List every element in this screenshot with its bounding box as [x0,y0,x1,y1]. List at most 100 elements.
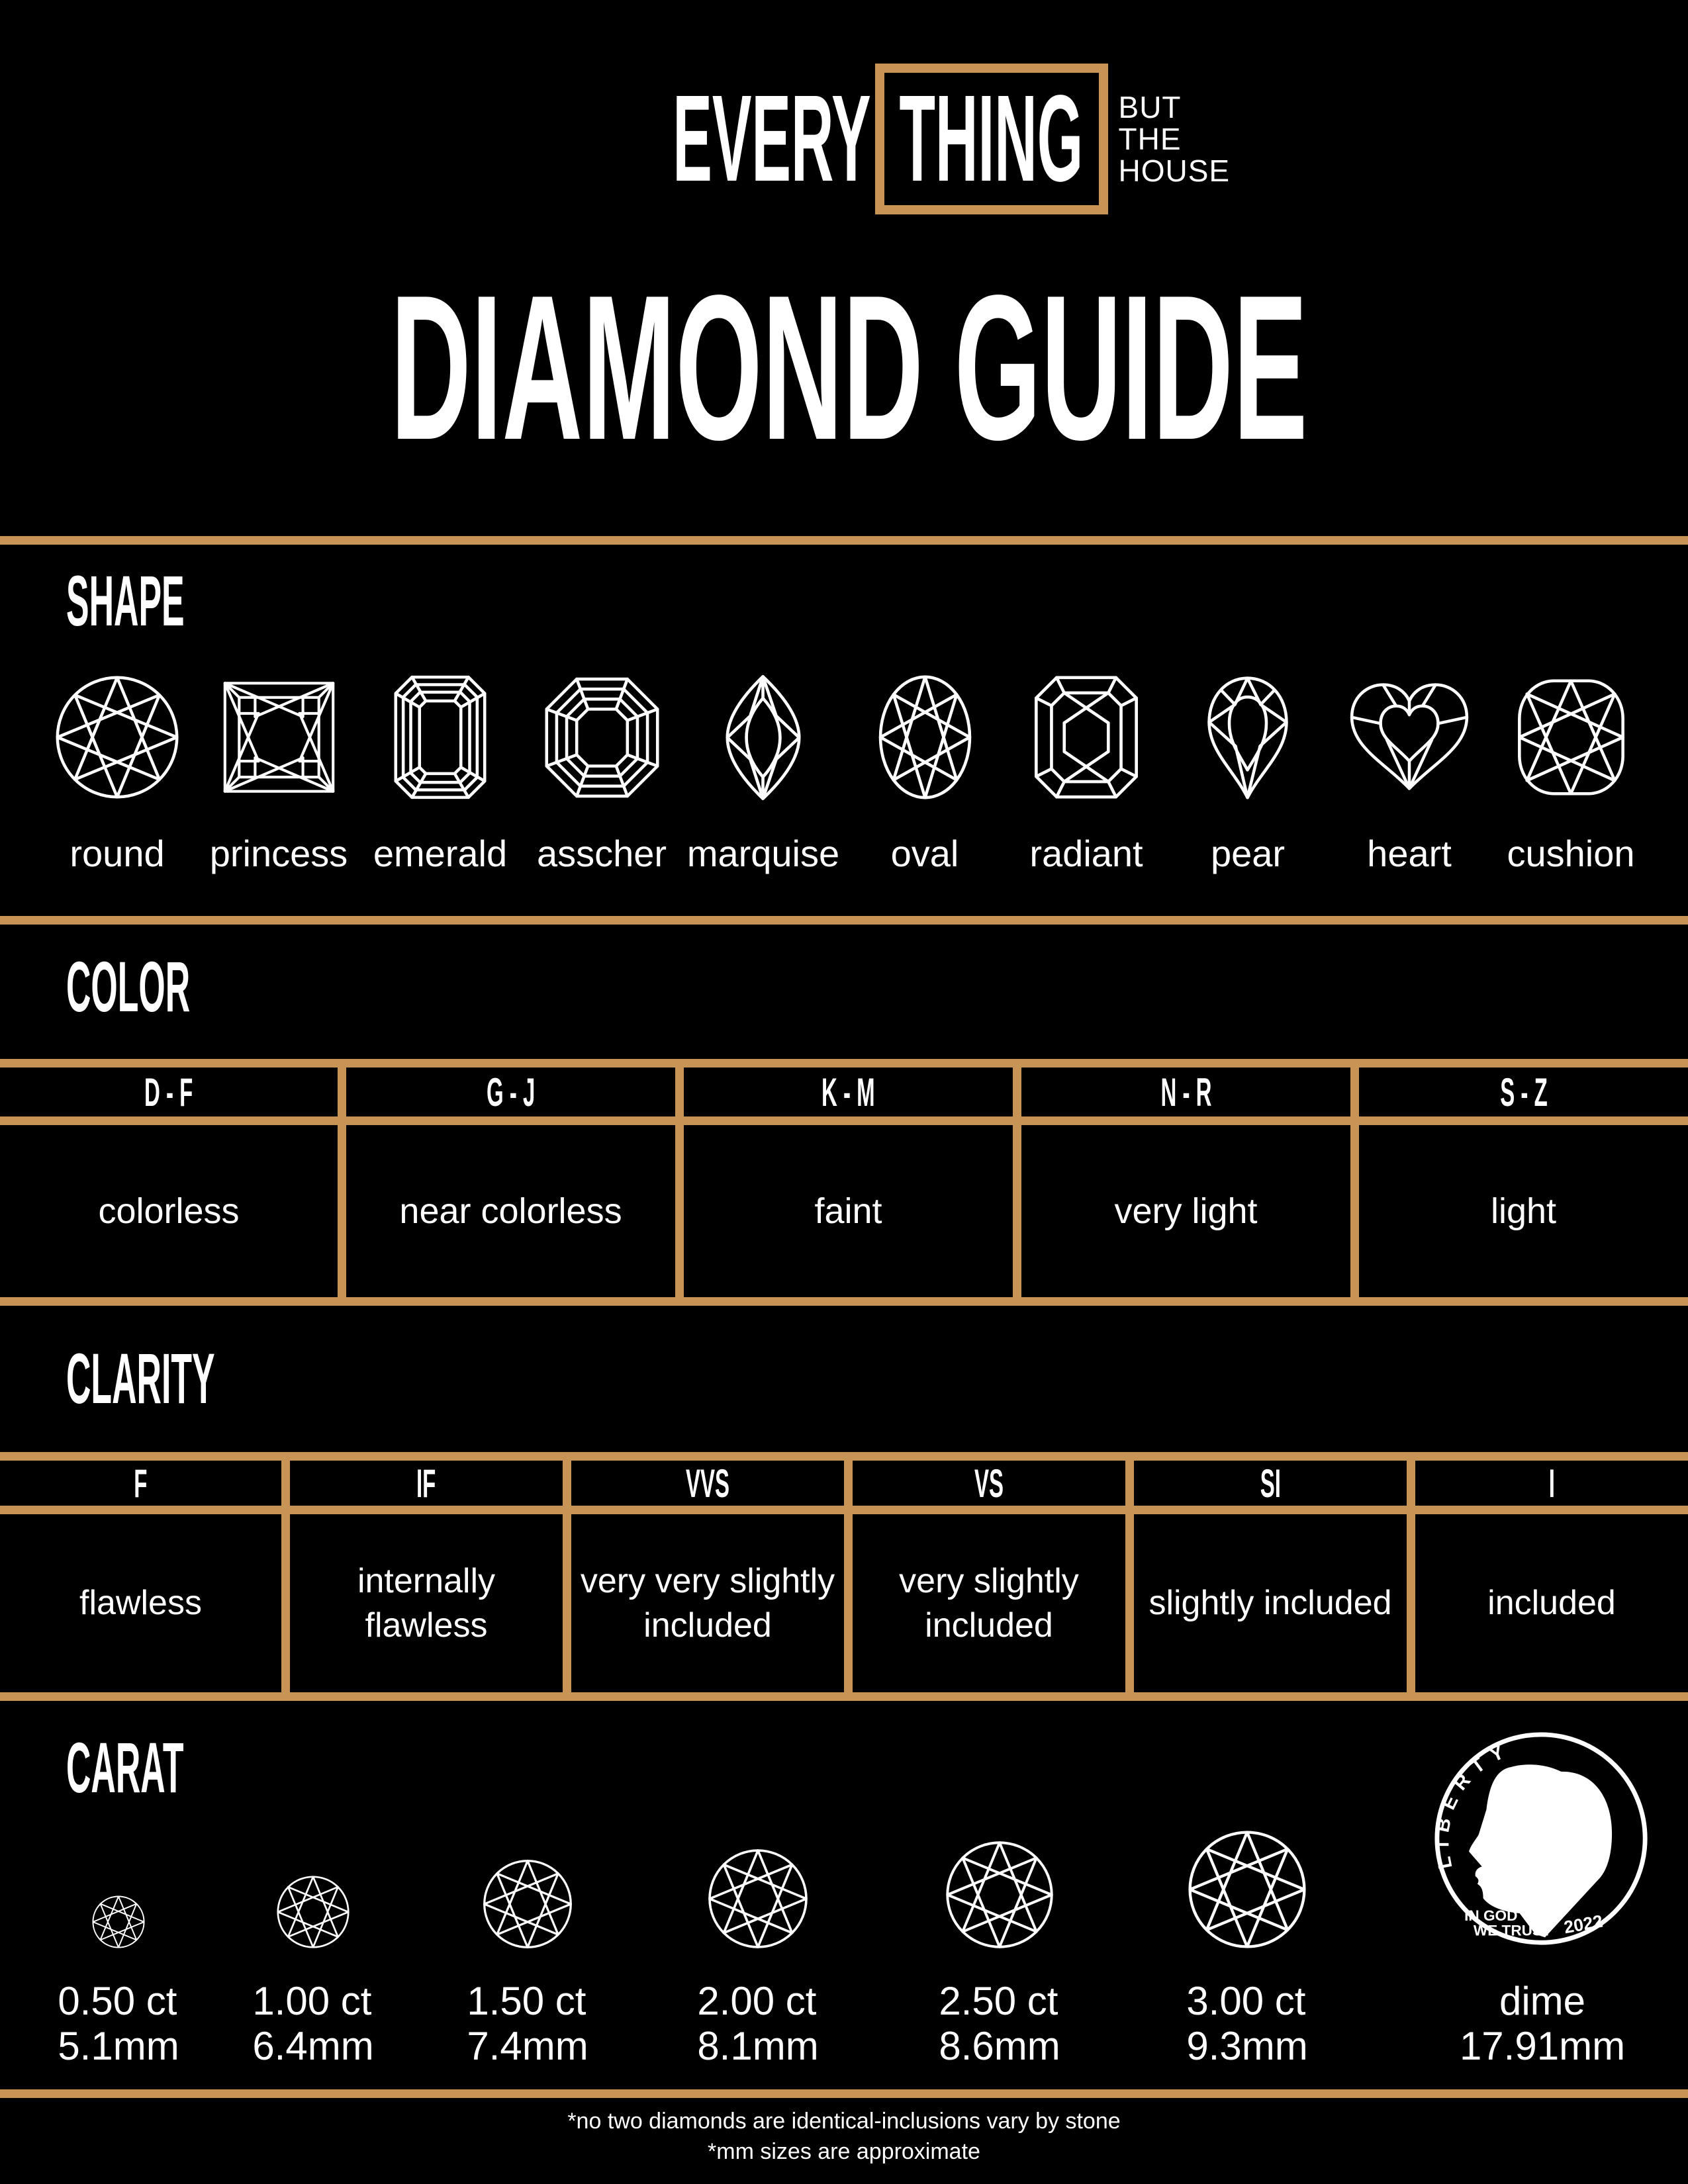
shape-label: emerald [373,833,508,874]
marquise-diamond-icon [724,671,803,803]
shape-item-emerald: emerald [359,671,521,872]
shape-item-oval: oval [844,671,1006,872]
round-diamond-icon [92,1895,145,1948]
heart-diamond-icon [1346,671,1472,803]
shape-label: asscher [536,833,667,874]
clarity-desc-cell: very very slightly included [563,1514,844,1692]
radiant-diamond-icon [1033,671,1139,803]
color-grade-cell: S - Z [1350,1068,1688,1125]
shape-item-radiant: radiant [1006,671,1167,872]
carat-mm-label: 9.3mm [1186,2024,1308,2068]
footnote-mm-sizes: *mm sizes are approximate [708,2139,980,2164]
color-desc-cell: faint [675,1125,1013,1297]
round-diamond-icon [946,1841,1053,1948]
carat-mm-label: 6.4mm [252,2024,374,2068]
shape-item-cushion: cushion [1490,671,1652,872]
logo-word-thing: THING [899,70,1084,207]
logo-tagline: BUT THE HOUSE [1119,91,1231,187]
clarity-grade-cell: F [0,1461,281,1514]
logo-word-every: EVERY [673,70,871,207]
oval-diamond-icon [877,671,973,803]
asscher-diamond-icon [544,671,660,803]
logo-tagline-but: BUT [1118,90,1182,124]
princess-diamond-icon [221,671,337,803]
carat-ct-label: 2.50 ct [939,1979,1058,2023]
shape-item-heart: heart [1329,671,1490,872]
shape-label: marquise [686,833,840,874]
carat-item-050: 0.50 ct 5.1mm [3,1895,234,2069]
color-grade-cell: D - F [0,1068,338,1125]
color-desc-cell: near colorless [338,1125,675,1297]
shape-label: pear [1210,833,1286,874]
page-title: DIAMOND GUIDE [391,253,1308,483]
shape-label: radiant [1029,833,1143,874]
carat-ct-label: 2.00 ct [697,1979,817,2023]
divider-title-shape [0,536,1688,545]
dime-year-text: 2022 [1562,1911,1604,1938]
round-diamond-icon [708,1849,808,1948]
shape-label: cushion [1507,833,1635,874]
carat-item-250: 2.50 ct 8.6mm [884,1841,1115,2069]
round-diamond-icon [55,671,179,803]
logo-tagline-the: THE [1118,122,1182,156]
carat-item-300: 3.00 ct 9.3mm [1131,1830,1363,2069]
footnotes: *no two diamonds are identical-inclusion… [0,2106,1688,2167]
shape-item-princess: princess [198,671,359,872]
carat-ct-label: dime [1499,1979,1586,2023]
carat-labels: 3.00 ct 9.3mm [1186,1979,1307,2069]
clarity-desc-cell: internally flawless [281,1514,563,1692]
logo-tagline-house: HOUSE [1118,154,1231,188]
carat-labels: 1.50 ct 7.4mm [467,1979,588,2069]
shape-item-pear: pear [1167,671,1329,872]
carat-mm-label: 8.1mm [697,2024,819,2068]
carat-item-150: 1.50 ct 7.4mm [412,1859,643,2069]
clarity-grade-cell: I [1407,1461,1688,1514]
ebth-logo: EVERY THING BUT THE HOUSE [0,64,1688,214]
carat-mm-label: 8.6mm [939,2024,1060,2068]
round-diamond-icon [483,1860,572,1948]
emerald-diamond-icon [393,671,487,803]
dime-coin-icon: LIBERTY IN GOD WE TRUST 2022 [1433,1732,1648,1945]
clarity-grade-cell: IF [281,1461,563,1514]
carat-item-200: 2.00 ct 8.1mm [642,1848,874,2069]
carat-labels: dime 17.91mm [1460,1979,1625,2069]
carat-ct-label: 1.00 ct [252,1979,372,2023]
carat-item-100: 1.00 ct 6.4mm [197,1875,429,2069]
carat-ct-label: 1.50 ct [467,1979,586,2023]
carat-mm-label: 5.1mm [58,2024,179,2068]
clarity-desc-cell: included [1407,1514,1688,1692]
divider-shape-color [0,916,1688,925]
dime-motto-line2: WE TRUST [1474,1922,1552,1938]
carat-item-dime: LIBERTY IN GOD WE TRUST 2022 dime 17.91m… [1427,1731,1658,2069]
carat-ct-label: 3.00 ct [1186,1979,1306,2023]
shape-label: princess [209,833,348,874]
color-table: D - F G - J K - M N - R S - Z colorless … [0,1059,1688,1306]
round-diamond-icon [277,1876,350,1948]
divider-carat-footer [0,2089,1688,2098]
shape-label: round [70,833,165,874]
clarity-grade-cell: VVS [563,1461,844,1514]
carat-mm-label: 7.4mm [467,2024,588,2068]
color-grade-cell: G - J [338,1068,675,1125]
shape-heading: SHAPE [66,561,185,641]
clarity-heading: CLARITY [66,1338,215,1418]
carat-labels: 1.00 ct 6.4mm [252,1979,373,2069]
cushion-diamond-icon [1516,671,1626,803]
color-heading: COLOR [66,946,191,1026]
round-diamond-icon [1188,1831,1306,1948]
pear-diamond-icon [1205,671,1291,803]
footnote-inclusions: *no two diamonds are identical-inclusion… [567,2109,1121,2134]
shape-item-round: round [36,671,198,872]
color-grade-cell: N - R [1013,1068,1350,1125]
clarity-desc-cell: flawless [79,1584,202,1623]
shape-row: round princess [36,671,1652,872]
clarity-grade-cell: SI [1125,1461,1407,1514]
carat-labels: 0.50 ct 5.1mm [58,1979,179,2069]
carat-labels: 2.50 ct 8.6mm [939,1979,1060,2069]
color-desc-cell: very light [1013,1125,1350,1297]
clarity-desc-cell: slightly included [1125,1514,1407,1692]
logo-gold-box: THING [874,64,1108,214]
clarity-table: F IF VVS VS SI I flawless internally fla… [0,1452,1688,1701]
color-desc-cell: light [1350,1125,1688,1297]
